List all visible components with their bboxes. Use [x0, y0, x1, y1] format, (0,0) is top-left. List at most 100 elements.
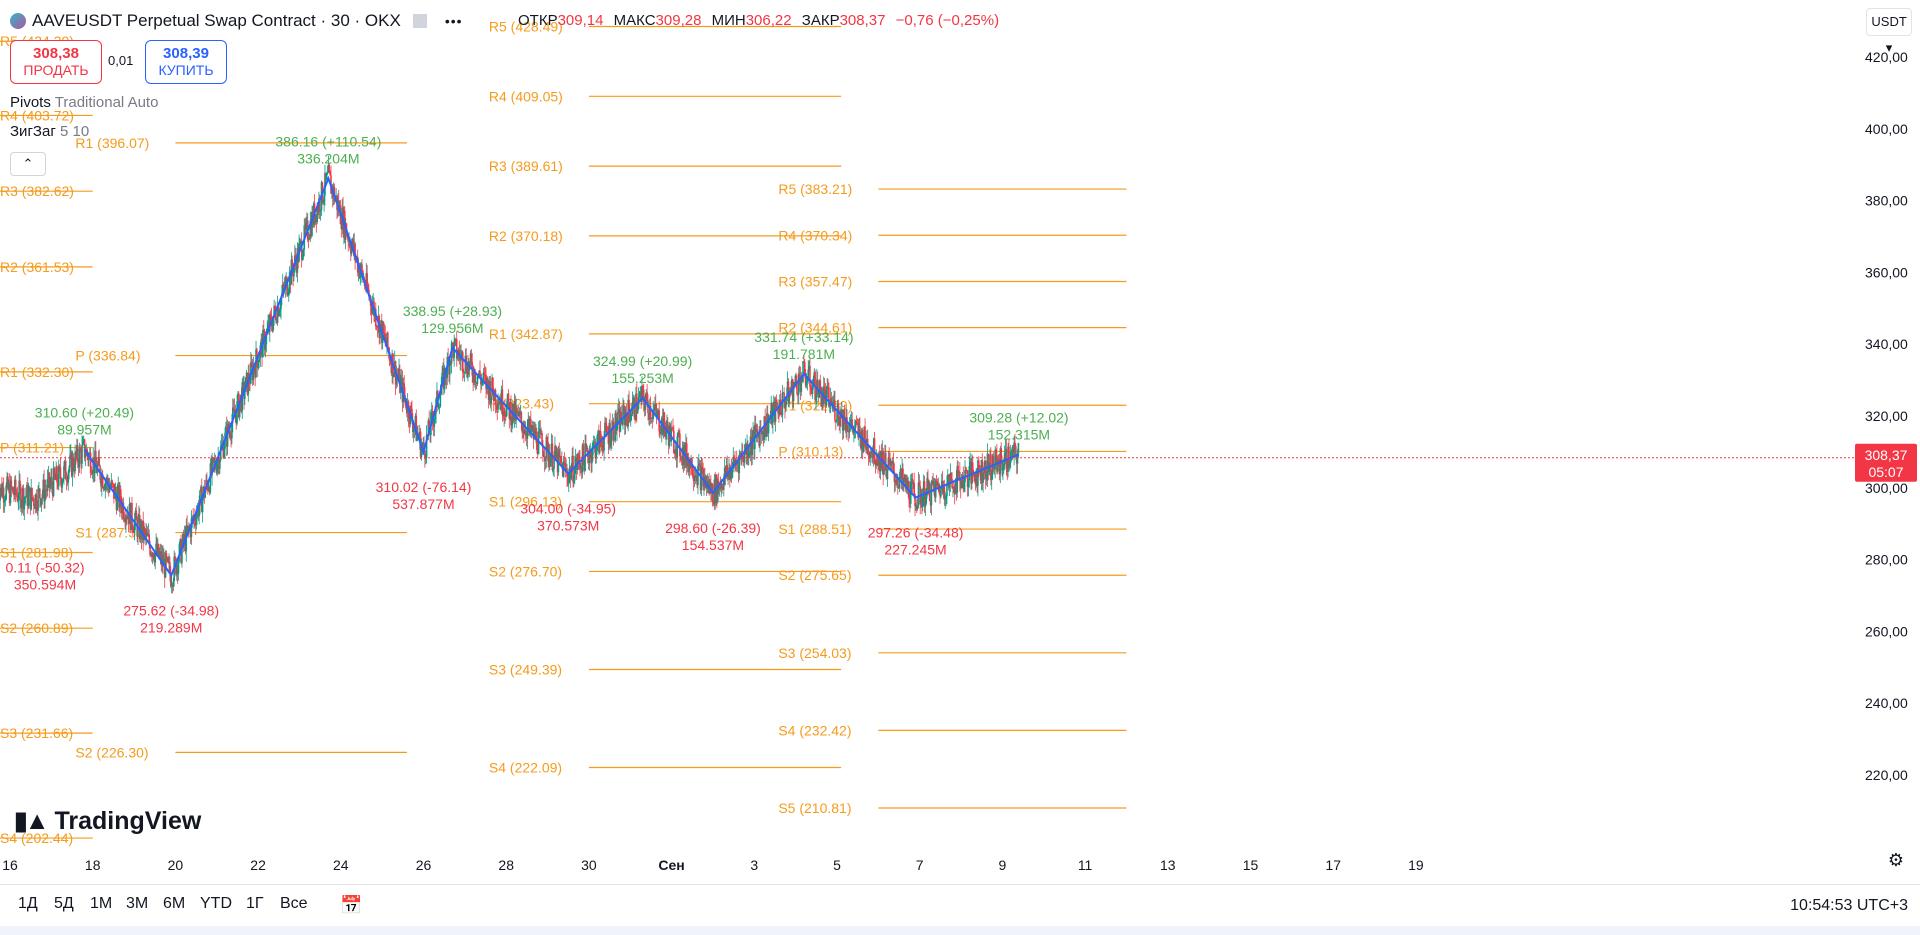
period-all[interactable]: Все [280, 895, 308, 912]
candle-body [597, 431, 599, 437]
candle-body [1003, 453, 1006, 465]
candle-body [106, 477, 108, 483]
candle-body [636, 408, 639, 414]
candle-body [733, 457, 735, 460]
candle-body [83, 439, 86, 458]
candle-body [616, 425, 618, 431]
period-1y[interactable]: 1Г [246, 895, 264, 912]
candle-body [123, 517, 126, 520]
candle-body [492, 378, 494, 394]
candle-body [648, 405, 651, 420]
indicator-zigzag[interactable]: ЗигЗаг 5 10 [10, 123, 89, 140]
candle-body [778, 399, 781, 415]
zigzag-low-label: 0.11 (-50.32) [5, 559, 84, 575]
candle-body [94, 450, 96, 474]
candle-body [671, 427, 673, 429]
candle-body [912, 482, 915, 484]
candle-body [676, 436, 679, 458]
y-axis-tick-label: 340,00 [1865, 336, 1908, 352]
candle-body [967, 480, 970, 488]
candle-body [660, 432, 662, 434]
flag-icon[interactable] [412, 14, 427, 28]
period-1m[interactable]: 1М [90, 895, 113, 912]
candle-body [755, 429, 758, 432]
candle-body [366, 273, 368, 288]
candle-body [607, 433, 610, 444]
pivot-level-label: S1 (288.51) [778, 521, 851, 537]
more-dots-icon[interactable]: ••• [444, 13, 463, 29]
candle-body [810, 390, 813, 394]
candle-body [299, 241, 301, 245]
y-axis-tick-label: 220,00 [1865, 767, 1908, 783]
candle-body [975, 470, 978, 485]
candle-body [156, 543, 158, 555]
candle-body [186, 525, 188, 531]
candle-body [3, 500, 6, 503]
candle-body [630, 413, 633, 417]
candle-body [245, 372, 248, 378]
candle-body [883, 469, 885, 475]
candle-body [859, 433, 862, 449]
candle-body [45, 489, 47, 491]
candle-body [984, 460, 987, 480]
candle-body [702, 469, 704, 487]
candle-body [542, 444, 544, 457]
indicator-pivots[interactable]: Pivots Traditional Auto [10, 94, 158, 111]
candle-body [907, 481, 909, 490]
candle-body [820, 387, 822, 407]
candle-body [197, 505, 200, 517]
candle-body [802, 361, 804, 382]
candle-body [1011, 447, 1014, 451]
candle-body [1, 484, 3, 497]
candle-body [644, 401, 647, 411]
clock-readout[interactable]: 10:54:53 UTC+3 [1790, 897, 1908, 914]
candle-body [760, 429, 763, 435]
candle-body [988, 466, 990, 473]
candle-body [555, 445, 557, 459]
candle-body [79, 448, 82, 452]
candle-body [18, 480, 20, 501]
collapse-legend-button[interactable]: ⌃ [10, 152, 46, 176]
candle-body [948, 481, 951, 488]
date-range-icon[interactable]: 📅 [340, 895, 363, 915]
candle-body [352, 238, 355, 252]
candle-body [207, 487, 210, 491]
candle-body [969, 461, 971, 467]
candle-body [604, 422, 607, 426]
candle-body [507, 393, 510, 403]
candle-body [922, 496, 924, 507]
pivot-level-label: R2 (344.61) [778, 320, 852, 336]
period-ytd[interactable]: YTD [200, 895, 232, 912]
candle-body [571, 455, 573, 471]
candle-body [264, 344, 267, 350]
symbol-title[interactable]: AAVEUSDT Perpetual Swap Contract · 30 · … [32, 11, 401, 30]
candle-body [634, 416, 636, 420]
period-3m[interactable]: 3М [126, 895, 149, 912]
candle-body [565, 468, 567, 469]
candle-body [107, 477, 109, 485]
candle-body [12, 487, 14, 494]
period-1d[interactable]: 1Д [18, 895, 38, 912]
candle-body [408, 418, 411, 425]
candle-body [249, 382, 251, 384]
period-5d[interactable]: 5Д [54, 895, 74, 912]
candle-body [151, 553, 154, 557]
settings-gear-icon[interactable]: ⚙ [1887, 850, 1904, 870]
candle-body [478, 370, 480, 376]
candle-body [955, 479, 958, 493]
candle-body [1002, 464, 1005, 467]
buy-button[interactable]: 308,39 КУПИТЬ [145, 40, 227, 84]
currency-selector[interactable]: USDT ▾ [1866, 8, 1912, 55]
candle-body [29, 487, 32, 510]
candle-body [573, 480, 575, 483]
period-6m[interactable]: 6М [163, 895, 186, 912]
candle-body [422, 442, 424, 446]
candle-body [136, 520, 138, 537]
candle-body [467, 361, 469, 378]
candle-body [386, 332, 388, 346]
candle-body [898, 477, 901, 489]
sell-button[interactable]: 308,38 ПРОДАТЬ [10, 40, 102, 84]
candle-body [310, 220, 312, 236]
candle-body [696, 475, 698, 486]
